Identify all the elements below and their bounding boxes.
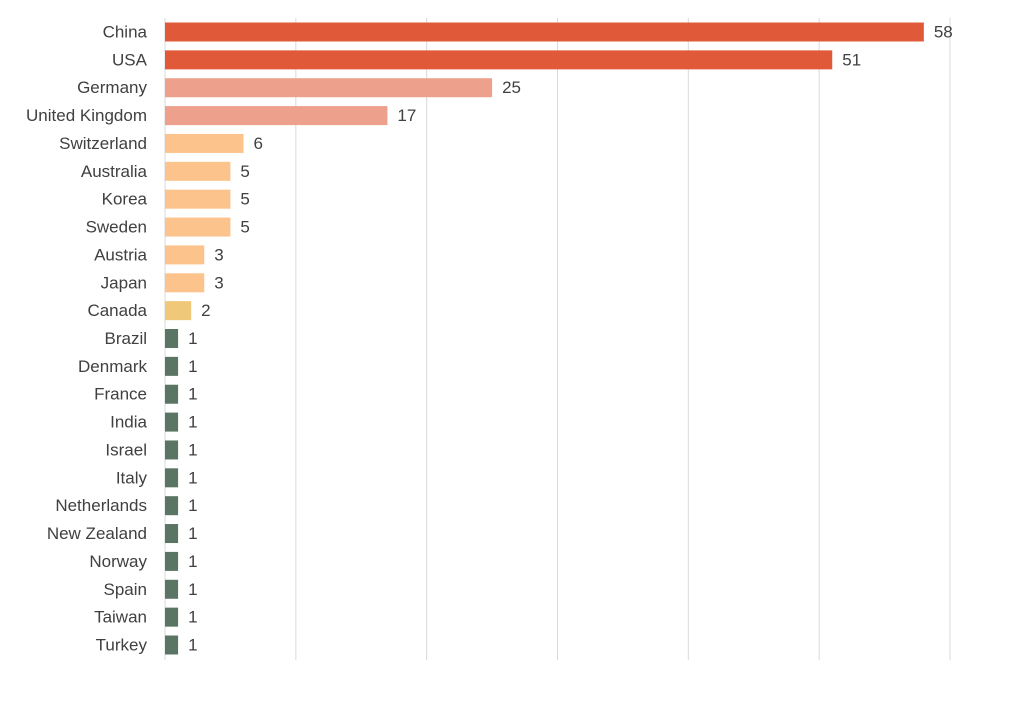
bar bbox=[165, 189, 231, 209]
bar bbox=[165, 273, 205, 293]
value-label: 1 bbox=[188, 580, 197, 599]
value-label: 51 bbox=[842, 50, 861, 69]
y-tick-label: Germany bbox=[77, 78, 147, 97]
value-label: 3 bbox=[214, 245, 223, 264]
y-tick-label: Norway bbox=[89, 552, 147, 571]
bar bbox=[165, 356, 179, 376]
value-label: 25 bbox=[502, 78, 521, 97]
bar bbox=[165, 607, 179, 627]
y-tick-label: United Kingdom bbox=[26, 106, 147, 125]
bar bbox=[165, 468, 179, 488]
y-tick-label: Japan bbox=[101, 273, 147, 292]
bar bbox=[165, 245, 205, 265]
value-label: 1 bbox=[188, 524, 197, 543]
y-tick-label: Switzerland bbox=[59, 134, 147, 153]
value-label: 2 bbox=[201, 301, 210, 320]
bar bbox=[165, 301, 192, 321]
value-label: 6 bbox=[254, 134, 263, 153]
bar bbox=[165, 635, 179, 655]
y-tick-label: Canada bbox=[87, 301, 147, 320]
bar bbox=[165, 412, 179, 432]
bar bbox=[165, 329, 179, 348]
value-label: 3 bbox=[214, 273, 223, 292]
y-tick-label: Denmark bbox=[78, 357, 147, 376]
value-label: 5 bbox=[240, 190, 249, 209]
bar bbox=[165, 551, 179, 571]
value-label: 1 bbox=[188, 413, 197, 432]
value-label: 1 bbox=[188, 496, 197, 515]
value-label: 58 bbox=[934, 22, 953, 41]
value-label: 1 bbox=[188, 635, 197, 654]
y-tick-label: China bbox=[103, 22, 148, 41]
bar bbox=[165, 217, 231, 237]
bar bbox=[165, 496, 179, 516]
value-label: 17 bbox=[397, 106, 416, 125]
y-tick-label: USA bbox=[112, 50, 148, 69]
value-label: 1 bbox=[188, 608, 197, 627]
y-tick-label: Italy bbox=[116, 468, 148, 487]
y-tick-label: Taiwan bbox=[94, 608, 147, 627]
bar bbox=[165, 22, 924, 42]
bar bbox=[165, 384, 179, 404]
y-tick-label: Australia bbox=[81, 162, 148, 181]
value-label: 1 bbox=[188, 468, 197, 487]
value-label: 1 bbox=[188, 552, 197, 571]
y-tick-label: India bbox=[110, 413, 147, 432]
y-tick-label: Turkey bbox=[96, 635, 148, 654]
value-label: 1 bbox=[188, 357, 197, 376]
value-label: 1 bbox=[188, 385, 197, 404]
bar bbox=[165, 440, 179, 460]
bar bbox=[165, 106, 388, 126]
y-tick-label: Austria bbox=[94, 245, 147, 264]
value-label: 1 bbox=[188, 329, 197, 348]
y-tick-label: Korea bbox=[102, 190, 148, 209]
y-tick-label: Sweden bbox=[86, 218, 147, 237]
y-tick-label: New Zealand bbox=[47, 524, 147, 543]
y-tick-label: Spain bbox=[104, 580, 147, 599]
y-tick-label: Brazil bbox=[104, 329, 147, 348]
bar bbox=[165, 161, 231, 181]
y-tick-label: Israel bbox=[105, 440, 147, 459]
bar bbox=[165, 133, 244, 153]
bar bbox=[165, 50, 833, 70]
bar bbox=[165, 524, 179, 544]
y-tick-label: France bbox=[94, 385, 147, 404]
bar bbox=[165, 78, 493, 98]
value-label: 5 bbox=[240, 218, 249, 237]
value-label: 5 bbox=[240, 162, 249, 181]
y-tick-label: Netherlands bbox=[55, 496, 147, 515]
bar bbox=[165, 579, 179, 599]
value-label: 1 bbox=[188, 440, 197, 459]
